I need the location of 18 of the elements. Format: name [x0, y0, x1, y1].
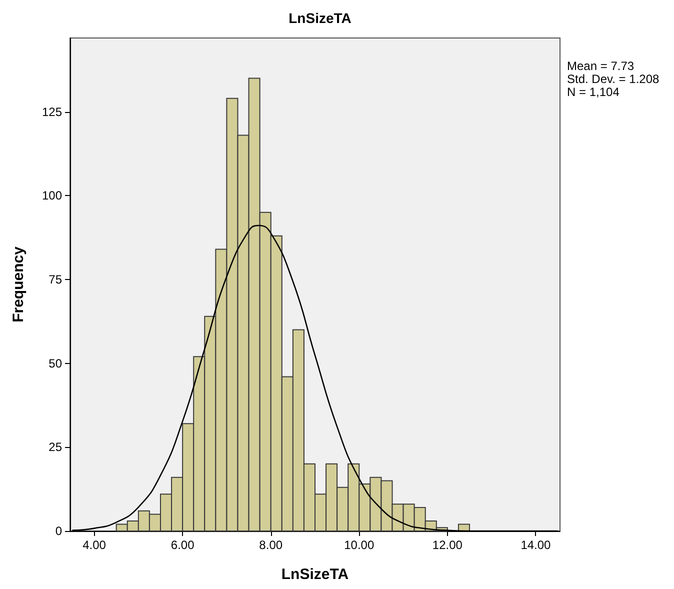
y-tick-label: 75 [48, 272, 62, 286]
chart-title: LnSizeTA [288, 10, 352, 26]
y-tick-label: 0 [55, 524, 62, 538]
x-tick-label: 4.00 [82, 538, 106, 552]
y-axis-title: Frequency [10, 246, 27, 322]
x-tick-label: 8.00 [259, 538, 283, 552]
x-tick-label: 10.00 [344, 538, 374, 552]
y-tick-label: 25 [48, 440, 62, 454]
text: Mean = 7.73 [567, 59, 636, 73]
x-tick-label: 6.00 [170, 538, 195, 552]
x-axis-title: LnSizeTA [281, 566, 349, 583]
y-tick-label: 50 [48, 356, 62, 370]
text: N = 1,104 [567, 85, 620, 99]
x-tick-label: 12.00 [432, 538, 463, 552]
text: Std. Dev. = 1.208 [567, 72, 660, 86]
y-tick-label: 125 [42, 104, 62, 119]
x-tick-label: 14.00 [520, 538, 552, 552]
y-tick-label: 100 [42, 188, 62, 203]
